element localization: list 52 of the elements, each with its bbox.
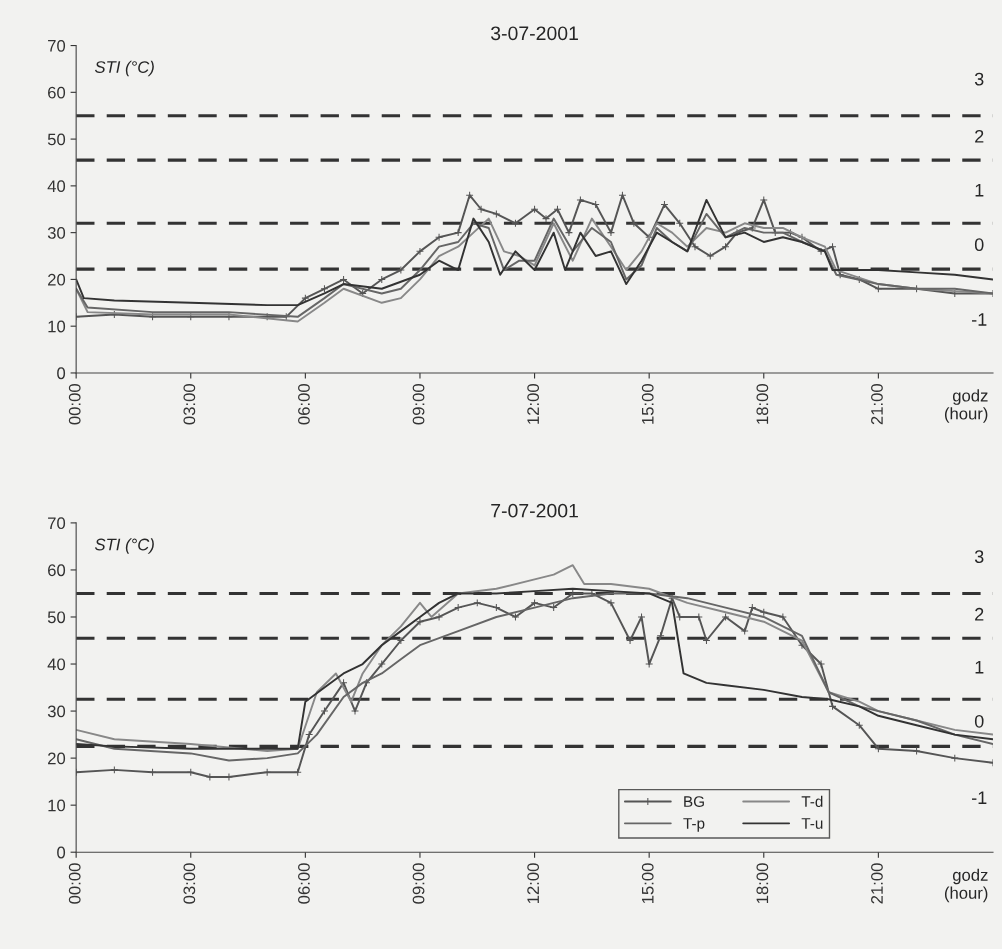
x-tick-label: 15:00 [641, 863, 654, 904]
y-tick-label: 70 [48, 517, 66, 530]
chart-title: 3-07-2001 [490, 26, 578, 41]
legend-label: T-d [801, 795, 823, 807]
annotation: 1 [975, 660, 984, 674]
y-tick-label: 20 [48, 752, 66, 765]
annotation: 3 [974, 550, 984, 564]
x-tick-label: 12:00 [527, 384, 540, 424]
chart-title: 7-07-2001 [491, 503, 578, 518]
y-tick-label: 10 [48, 799, 66, 812]
y-tick-label: 50 [47, 611, 66, 624]
x-tick-label: 00:00 [68, 863, 81, 904]
x-tick-label: 18:00 [756, 384, 769, 424]
annotation: 3 [974, 72, 984, 86]
x-tick-label: 12:00 [527, 863, 540, 904]
y-tick-label: 30 [47, 227, 66, 239]
x-axis-title: godz (hour) [944, 868, 988, 903]
y-tick-label: 20 [48, 273, 66, 286]
annotation: 2 [975, 607, 984, 621]
legend-label: BG [684, 796, 704, 807]
y-tick-label: 50 [47, 133, 66, 146]
x-axis-title: godz (hour) [944, 389, 988, 423]
annotation: 1 [975, 183, 984, 197]
annotation: -1 [972, 313, 987, 326]
y-tick-label: 70 [48, 39, 66, 52]
x-tick-label: 00:00 [68, 384, 81, 425]
x-tick-label: 03:00 [183, 863, 196, 904]
x-tick-label: 06:00 [298, 863, 310, 904]
x-tick-label: 21:00 [871, 384, 883, 425]
x-tick-label: 03:00 [183, 384, 196, 425]
annotation: -1 [972, 791, 987, 804]
y-axis-title: STI (°C) [94, 538, 154, 554]
y-tick-label: 60 [48, 564, 66, 577]
y-tick-label: 40 [47, 658, 66, 671]
annotation: 2 [975, 129, 984, 143]
legend-label: T-u [801, 818, 823, 829]
legend-label: T-p [683, 818, 705, 832]
y-tick-label: 30 [47, 705, 66, 718]
y-axis-title: STI (°C) [94, 60, 154, 77]
x-tick-label: 21:00 [871, 863, 883, 904]
y-tick-label: 0 [57, 846, 66, 859]
x-tick-label: 06:00 [298, 384, 310, 425]
annotation: 0 [974, 714, 984, 728]
x-tick-label: 09:00 [412, 863, 425, 904]
annotation: 0 [974, 238, 984, 252]
x-tick-label: 15:00 [641, 384, 654, 424]
y-tick-label: 0 [57, 367, 66, 380]
y-tick-label: 60 [48, 86, 66, 99]
x-tick-label: 18:00 [756, 863, 769, 904]
y-tick-label: 40 [47, 180, 66, 193]
x-tick-label: 09:00 [412, 384, 425, 425]
y-tick-label: 10 [48, 320, 66, 333]
